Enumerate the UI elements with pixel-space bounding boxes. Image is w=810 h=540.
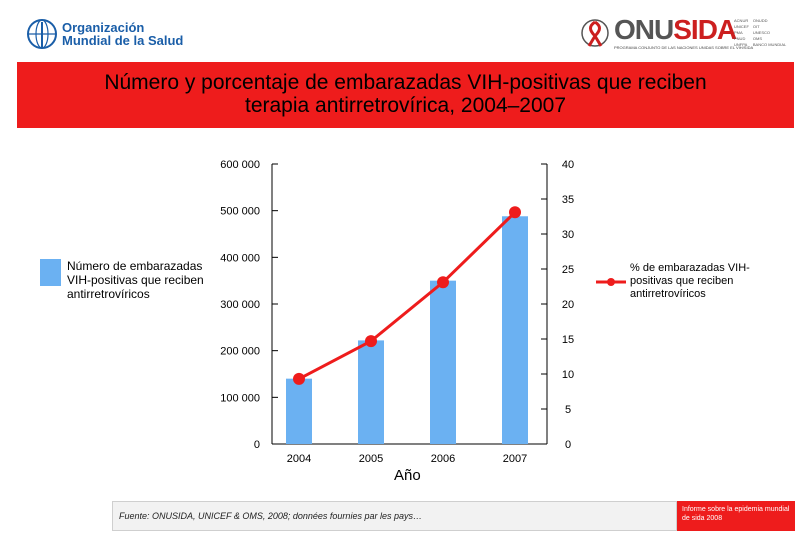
y-tick-label-left: 0 xyxy=(254,439,260,451)
y-tick-label-right: 0 xyxy=(565,439,571,451)
y-tick-label-right: 25 xyxy=(562,264,574,276)
unaids-logo: ONUSIDA PROGRAMA CONJUNTO DE LAS NACIONE… xyxy=(580,16,753,50)
legend-bars: Número de embarazadas VIH-positivas que … xyxy=(40,259,207,301)
who-emblem-icon xyxy=(27,19,57,49)
cosponsor: PNUD xyxy=(734,36,746,41)
report-title: Informe sobre la epidemia mundial de sid… xyxy=(682,506,790,522)
y-tick-label-left: 300 000 xyxy=(220,299,260,311)
y-tick-label-right: 10 xyxy=(562,369,574,381)
cosponsor: PMA xyxy=(734,30,743,35)
y-tick-label-left: 200 000 xyxy=(220,346,260,358)
x-tick-label: 2007 xyxy=(503,453,527,465)
report-box: Informe sobre la epidemia mundial de sid… xyxy=(677,501,795,531)
legend-bar-swatch xyxy=(40,259,61,286)
source-text: Fuente: ONUSIDA, UNICEF & OMS, 2008; don… xyxy=(119,511,422,521)
title-line2: terapia antirretrovírica, 2004–2007 xyxy=(244,94,567,117)
y-tick-label-right: 30 xyxy=(562,229,574,241)
y-tick-label-right: 15 xyxy=(562,334,574,346)
cosponsor: UNFPA xyxy=(734,42,748,47)
bar xyxy=(502,216,528,444)
cosponsor: UNESCO xyxy=(752,30,771,35)
cosponsor: OMS xyxy=(752,36,763,41)
series-line xyxy=(298,211,517,381)
y-tick-label-left: 600 000 xyxy=(220,159,260,171)
line-point xyxy=(509,206,521,219)
unaids-subtitle: PROGRAMA CONJUNTO DE LAS NACIONES UNIDAS… xyxy=(614,45,754,50)
legend-line-symbol xyxy=(596,277,626,286)
slide-title: Número y porcentaje de embarazadas VIH-p… xyxy=(17,62,794,128)
line-point xyxy=(437,276,449,289)
unaids-part1: ONU xyxy=(614,14,674,45)
y-tick-label-left: 100 000 xyxy=(220,392,260,404)
legend-line-label: % de embarazadas VIH-positivas que recib… xyxy=(630,262,750,300)
who-logo: Organización Mundial de la Salud xyxy=(26,18,183,50)
cosponsor: UNICEF xyxy=(734,24,749,29)
bar xyxy=(358,340,384,444)
y-tick-label-left: 400 000 xyxy=(220,252,260,264)
line-point xyxy=(365,335,377,348)
y-tick-label-right: 5 xyxy=(565,404,571,416)
bar xyxy=(430,280,456,444)
x-tick-label: 2006 xyxy=(431,453,455,465)
source-bar: Fuente: ONUSIDA, UNICEF & OMS, 2008; don… xyxy=(112,501,677,531)
y-tick-label-right: 20 xyxy=(562,299,574,311)
who-name-line2: Mundial de la Salud xyxy=(62,33,184,48)
x-tick-label: 2005 xyxy=(359,453,383,465)
red-ribbon-icon xyxy=(581,19,609,47)
cosponsor: OIT xyxy=(752,24,760,29)
cosponsor-list: ACNUR UNICEF PMA PNUD UNFPA ONUDD OIT UN… xyxy=(734,18,786,48)
x-axis-title: Año xyxy=(394,467,421,484)
legend-line: % de embarazadas VIH-positivas que recib… xyxy=(596,262,780,301)
y-tick-label-right: 40 xyxy=(562,159,574,171)
x-tick-label: 2004 xyxy=(287,453,311,465)
unaids-part2: SIDA xyxy=(673,14,737,45)
y-tick-label-left: 500 000 xyxy=(220,206,260,218)
cosponsor: ONUDD xyxy=(752,18,768,23)
bar xyxy=(286,378,312,444)
cosponsor: BANCO MUNDIAL xyxy=(752,42,787,47)
y-tick-label-right: 35 xyxy=(562,194,574,206)
cosponsor: ACNUR xyxy=(734,18,749,23)
title-line1: Número y porcentaje de embarazadas VIH-p… xyxy=(104,71,707,94)
line-point xyxy=(293,372,305,385)
who-name-line1: Organización xyxy=(62,20,145,35)
legend-bar-label: Número de embarazadas VIH-positivas que … xyxy=(67,259,204,301)
